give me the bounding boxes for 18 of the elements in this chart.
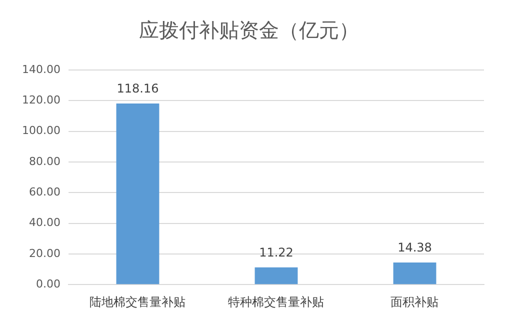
x-tick-label: 特种棉交售量补贴 xyxy=(228,294,324,309)
y-tick-label: 60.00 xyxy=(28,185,60,198)
data-label: 14.38 xyxy=(398,240,432,255)
y-tick-label: 80.00 xyxy=(28,154,60,168)
y-tick-label: 140.00 xyxy=(22,62,60,76)
x-tick-label: 面积补贴 xyxy=(390,294,439,309)
bar xyxy=(116,103,160,284)
y-tick-label: 120.00 xyxy=(22,94,60,107)
bar xyxy=(254,267,298,284)
y-tick-label: 0.00 xyxy=(36,277,60,290)
chart-title: 应拨付补贴资金（亿元） xyxy=(139,18,359,42)
y-tick-label: 20.00 xyxy=(28,246,60,260)
data-label: 11.22 xyxy=(259,246,294,260)
data-label: 118.16 xyxy=(116,82,159,96)
x-tick-label: 陆地棉交售量补贴 xyxy=(90,294,186,309)
bar xyxy=(393,262,436,284)
y-tick-label: 40.00 xyxy=(28,216,60,230)
y-tick-label: 100.00 xyxy=(22,124,60,138)
